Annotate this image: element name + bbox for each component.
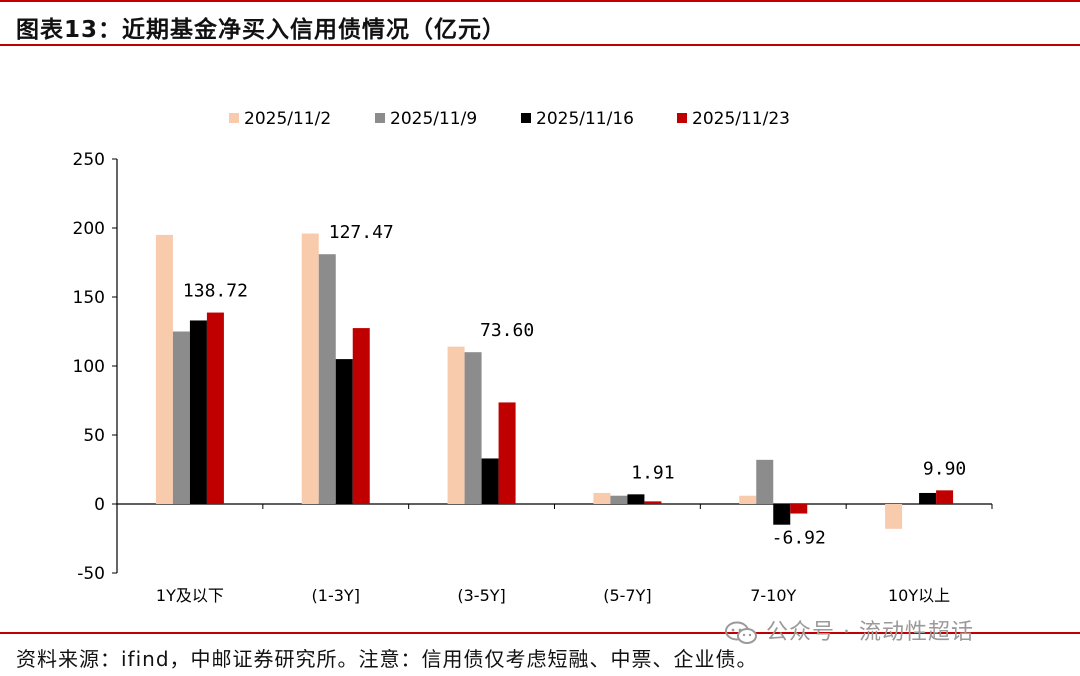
bar [155,234,173,504]
bar [644,501,662,504]
x-category-label: (5-7Y] [603,586,651,605]
x-category-label: 7-10Y [750,586,796,605]
data-label: 9.90 [923,458,966,479]
bar [464,352,482,504]
data-label: 127.47 [329,222,394,243]
bar [885,504,903,529]
wechat-icon [725,621,757,644]
bar [739,495,757,504]
y-tick-label: -50 [77,564,105,584]
data-label: 1.91 [631,462,674,483]
x-category-label: (1-3Y] [312,586,360,605]
legend-label: 2025/11/2 [244,109,331,129]
watermark-text: 公众号 · 流动性超话 [766,620,974,645]
x-category-label: (3-5Y] [457,586,505,605]
data-label: -6.92 [772,528,826,549]
bar [335,359,353,504]
bar [773,504,791,525]
y-tick-label: 150 [73,288,105,308]
bar [919,492,937,504]
x-category-label: 10Y以上 [888,586,950,605]
legend-label: 2025/11/9 [390,109,477,129]
title-bar: 图表13：近期基金净买入信用债情况（亿元） [0,0,1080,46]
watermark: 公众号 · 流动性超话 [724,614,974,646]
bar [206,312,224,504]
title-rule [0,44,1080,46]
bar [352,328,370,504]
legend-swatch [677,113,687,123]
legend-swatch [229,113,239,123]
y-tick-label: 200 [73,219,105,239]
bar [447,346,465,504]
legend-label: 2025/11/23 [692,109,790,129]
legend-label: 2025/11/16 [536,109,634,129]
bar [756,459,774,504]
bar [172,331,190,504]
y-tick-label: 100 [73,357,105,377]
y-tick-label: 250 [73,150,105,170]
bar [593,492,611,504]
bar [936,490,954,504]
bar [189,320,207,504]
data-label: 138.72 [183,281,248,302]
legend-swatch [375,113,385,123]
bar [790,504,808,514]
source-rule [0,632,1080,634]
x-category-label: 1Y及以下 [156,586,224,605]
data-label: 73.60 [480,320,534,341]
legend-swatch [521,113,531,123]
page-title: 图表13：近期基金净买入信用债情况（亿元） [16,17,507,43]
bar [610,495,628,504]
bar [498,402,516,504]
source-note: 资料来源：ifind，中邮证券研究所。注意：信用债仅考虑短融、中票、企业债。 [16,647,758,671]
bar [318,254,336,504]
bar [481,458,499,504]
y-tick-label: 50 [83,426,105,446]
top-rule [0,0,1080,2]
bar [301,233,319,504]
y-tick-label: 0 [94,495,105,515]
bar-chart: 250 200 150 100 50 0 -50 1Y及以下 138.72 (1-3Y] 127.4… [73,109,993,605]
bar [627,494,645,504]
